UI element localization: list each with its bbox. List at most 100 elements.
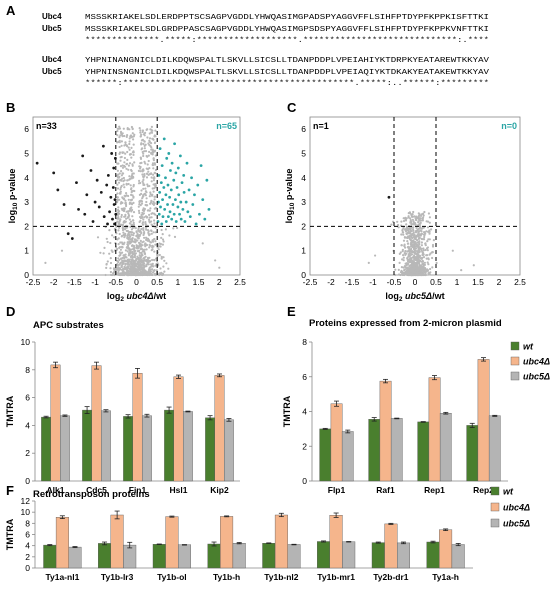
data-point	[397, 223, 400, 227]
data-point	[122, 176, 125, 180]
data-point	[413, 271, 416, 274]
data-point	[120, 201, 123, 204]
bar	[132, 373, 143, 482]
data-point	[142, 227, 145, 230]
y-tick-label: 6	[25, 530, 30, 540]
data-point	[151, 264, 154, 267]
y-tick-label: 12	[21, 496, 31, 506]
seq-ubc5-block2: YHPNINSNGNICLDILKDQWSPALTLSKVLLSICSLLTDA…	[85, 69, 490, 77]
consensus-block1: **************.*****:*******************…	[85, 37, 489, 45]
data-point	[427, 212, 430, 215]
data-point	[128, 128, 131, 131]
data-point	[125, 192, 128, 195]
data-point	[402, 219, 406, 223]
downregulated-point	[101, 144, 105, 148]
data-point	[151, 246, 154, 249]
upregulated-point	[164, 193, 168, 197]
data-point	[422, 256, 426, 259]
downregulated-point	[112, 203, 116, 206]
data-point	[119, 188, 122, 191]
data-point	[150, 176, 153, 179]
data-point	[413, 267, 416, 270]
data-point	[119, 248, 122, 251]
bar	[330, 403, 343, 482]
data-point	[424, 248, 427, 252]
data-point	[136, 239, 139, 242]
data-point	[139, 271, 142, 274]
data-point	[406, 263, 409, 266]
data-point	[123, 265, 126, 268]
data-point	[121, 268, 125, 272]
data-point	[401, 231, 404, 234]
y-tick-label: 6	[301, 124, 306, 134]
y-tick-label: 6	[25, 393, 30, 403]
data-point	[146, 260, 150, 263]
legend-label: ubc5Δ	[523, 372, 550, 382]
data-point	[126, 260, 129, 263]
data-point	[119, 223, 122, 227]
data-point	[133, 238, 136, 241]
data-point	[125, 256, 128, 259]
bar	[232, 543, 246, 569]
legend-label: wt	[503, 487, 514, 497]
data-point	[404, 216, 407, 219]
data-point	[147, 159, 150, 163]
data-point	[430, 251, 434, 254]
data-point	[421, 219, 424, 222]
legend-swatch	[490, 518, 500, 528]
data-point	[422, 249, 425, 252]
data-point	[142, 207, 145, 210]
data-point	[153, 269, 156, 272]
data-point	[472, 264, 475, 267]
data-point	[143, 134, 146, 137]
data-point	[127, 259, 131, 262]
panel-a-alignment: A Ubc4 Ubc5 MSSSKRIAKELSDLERDPPTSCSAGPVG…	[6, 3, 490, 88]
data-point	[162, 256, 165, 259]
data-point	[129, 135, 132, 138]
data-point	[116, 213, 119, 217]
data-point	[111, 234, 114, 237]
data-point	[154, 129, 157, 132]
downregulated-point	[81, 154, 85, 158]
data-point	[138, 234, 141, 237]
downregulated-point	[70, 237, 74, 240]
bar	[397, 542, 411, 569]
bar	[223, 419, 234, 482]
data-point	[124, 152, 127, 155]
data-point	[419, 273, 422, 276]
data-point	[103, 246, 106, 249]
data-point	[142, 228, 145, 232]
data-point	[121, 226, 124, 230]
data-point	[134, 249, 137, 252]
data-point	[142, 218, 145, 221]
data-point	[407, 254, 410, 257]
data-point	[139, 239, 142, 242]
data-point	[416, 266, 419, 269]
data-point	[152, 179, 155, 182]
data-point	[396, 220, 399, 223]
upregulated-point	[161, 215, 165, 219]
data-point	[126, 229, 129, 233]
data-point	[132, 196, 135, 199]
data-point	[120, 215, 123, 218]
data-point	[420, 247, 423, 250]
data-point	[168, 234, 171, 237]
chart-title: Retrotransposon proteins	[33, 489, 150, 500]
plot-frame	[32, 116, 241, 276]
data-point	[136, 266, 139, 269]
data-point	[159, 245, 162, 248]
data-point	[410, 243, 413, 246]
data-point	[121, 262, 125, 265]
data-point	[408, 237, 411, 240]
data-point	[125, 210, 128, 213]
data-point	[142, 212, 145, 215]
upregulated-point	[190, 176, 193, 180]
data-point	[124, 199, 127, 202]
data-point	[409, 257, 412, 260]
data-point	[402, 254, 405, 257]
data-point	[104, 273, 107, 277]
data-point	[154, 240, 157, 243]
data-point	[402, 256, 405, 259]
y-tick-label: 4	[24, 173, 29, 183]
